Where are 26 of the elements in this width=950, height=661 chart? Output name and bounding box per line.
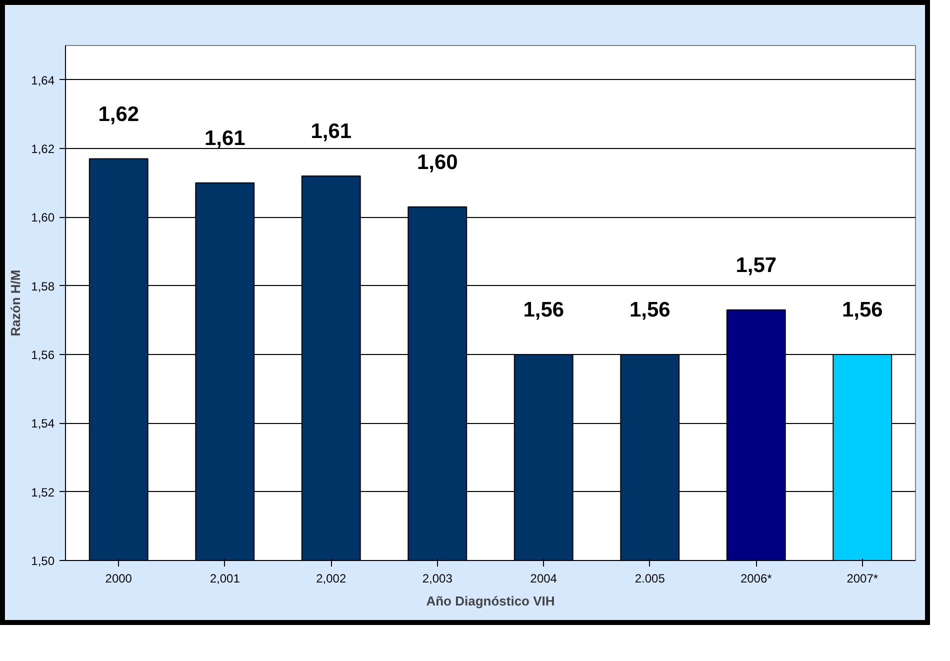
x-axis-title: Año Diagnóstico VIH: [426, 594, 555, 608]
x-tick-label: 2,002: [316, 572, 346, 586]
x-tick-label: 2.005: [634, 572, 666, 586]
y-tick-label: 1,62: [31, 142, 55, 156]
x-tick-label: 2000: [105, 572, 132, 586]
data-label: 1,56: [842, 298, 883, 322]
data-label: 1,62: [98, 102, 140, 126]
data-label: 1,56: [523, 298, 564, 322]
x-tick-label: 2,003: [422, 572, 453, 586]
data-label: 1,56: [629, 298, 670, 322]
y-tick-label: 1,58: [31, 279, 55, 294]
y-tick-label: 1,60: [31, 210, 55, 225]
data-label: 1,61: [204, 126, 246, 150]
data-label: 1,61: [310, 120, 352, 143]
x-tick-label: 2004: [530, 572, 558, 586]
data-label: 1,60: [416, 150, 458, 174]
data-label: 1,57: [736, 254, 777, 277]
x-tick-label: 2006*: [740, 572, 772, 586]
y-tick-label: 1,64: [31, 73, 55, 88]
x-tick-label: 2,001: [210, 572, 240, 586]
y-tick-label: 1,56: [31, 348, 55, 362]
y-tick-label: 1,54: [31, 416, 55, 431]
y-tick-label: 1,52: [31, 485, 55, 500]
y-tick-label: 1,50: [31, 554, 55, 568]
x-tick-label: 2007*: [846, 572, 878, 586]
y-axis-title: Razón H/M: [8, 270, 24, 336]
